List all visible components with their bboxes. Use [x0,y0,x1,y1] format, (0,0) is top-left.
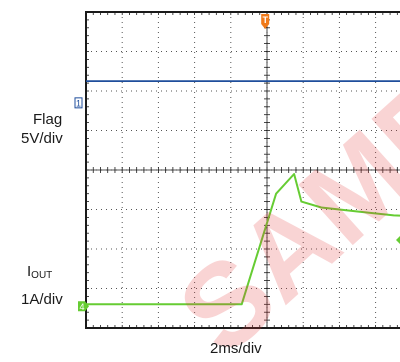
iout-channel-marker: 4 [78,301,89,312]
trigger-marker-letter: T [262,15,268,25]
iout-scale-label: 1A/div [21,291,63,308]
iout-marker-number: 4 [79,302,84,312]
flag-trace [86,80,400,82]
iout-marker-shape [78,301,89,312]
time-scale-label: 2ms/div [210,340,262,357]
plot-grid [85,11,400,329]
iout-channel-label: IOUT [27,263,52,284]
channel-markers: 1 4 T [74,14,400,312]
iout-trace [86,173,400,306]
sample-watermark: SAMPLE [154,0,400,362]
trigger-marker: T [261,14,270,29]
flag-scale-label: 5V/div [21,130,63,147]
plot-frame [85,11,400,329]
plot-traces [86,80,400,306]
flag-channel-label: Flag [33,111,63,128]
flag-marker-box [74,97,83,109]
trigger-marker-shape [261,14,270,29]
iout-right-marker [396,236,400,244]
iout-label-main: I [27,263,32,280]
flag-marker-number: 1 [76,98,81,108]
sample-watermark-text: SAMPLE [154,0,400,362]
iout-label-subscript: OUT [31,270,53,281]
flag-channel-marker: 1 [74,97,83,109]
